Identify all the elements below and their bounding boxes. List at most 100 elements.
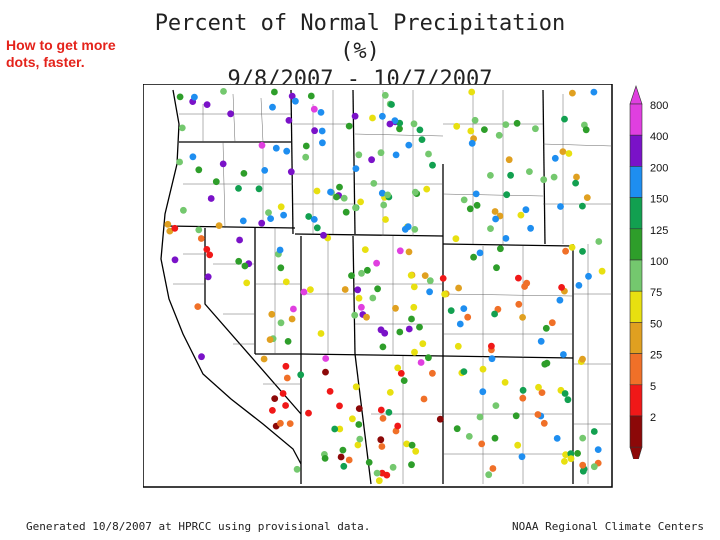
- station-dot: [471, 116, 479, 124]
- station-dot: [258, 141, 266, 149]
- legend-swatch-150: [629, 197, 643, 230]
- station-dot: [418, 136, 426, 143]
- station-dot: [503, 191, 511, 199]
- station-dot: [373, 469, 381, 477]
- station-dot: [400, 377, 408, 384]
- station-dot: [377, 406, 385, 414]
- station-dot: [352, 204, 359, 212]
- station-dot: [369, 294, 377, 302]
- map-borders: [160, 89, 574, 485]
- station-dot: [277, 264, 285, 272]
- station-dot: [319, 139, 326, 147]
- station-dot: [283, 147, 291, 155]
- station-dot: [189, 153, 197, 161]
- legend-swatch-400: [629, 134, 643, 167]
- footer-generated-note: Generated 10/8/2007 at HPRCC using provi…: [26, 520, 371, 533]
- station-dot: [574, 450, 581, 457]
- station-dot: [567, 455, 575, 463]
- station-dot: [522, 206, 530, 214]
- station-dot: [579, 248, 586, 255]
- station-dot: [472, 190, 480, 198]
- station-dot: [521, 283, 528, 290]
- station-dot: [166, 227, 174, 235]
- station-dot: [407, 271, 415, 279]
- legend-label-150: 150: [650, 194, 668, 206]
- station-dot: [491, 208, 499, 215]
- station-dot: [369, 114, 376, 122]
- station-dot: [562, 451, 569, 459]
- station-dot: [368, 156, 375, 164]
- station-dot: [282, 402, 289, 409]
- station-dot: [203, 246, 211, 253]
- station-dot: [386, 120, 394, 128]
- station-dot: [204, 273, 212, 281]
- station-dot: [391, 117, 399, 124]
- station-dot: [379, 415, 387, 422]
- station-dot: [416, 323, 423, 331]
- legend-label-400: 400: [650, 131, 668, 143]
- station-dot: [519, 394, 527, 402]
- station-dot: [307, 286, 314, 293]
- station-dot: [567, 450, 575, 458]
- station-dot: [579, 434, 587, 442]
- station-dot: [171, 256, 179, 264]
- station-dot: [519, 386, 527, 394]
- station-dot: [380, 201, 388, 209]
- station-dot: [297, 371, 305, 379]
- station-dot: [408, 461, 415, 469]
- legend-swatch-125: [629, 228, 643, 261]
- station-dot: [327, 188, 334, 196]
- station-dot: [540, 419, 548, 427]
- station-dot: [279, 390, 287, 397]
- station-dot: [379, 343, 387, 351]
- station-dot: [277, 203, 285, 211]
- station-dot: [411, 188, 419, 196]
- station-dot: [468, 139, 476, 147]
- station-dot: [310, 105, 318, 113]
- station-dot: [512, 412, 520, 420]
- station-dot: [203, 101, 211, 108]
- station-dot: [392, 151, 400, 159]
- station-dot: [348, 272, 355, 279]
- station-dot: [370, 180, 378, 187]
- station-dot: [336, 402, 343, 410]
- station-dot: [590, 428, 598, 435]
- county-borders: [173, 90, 613, 484]
- station-dot: [284, 338, 292, 345]
- station-dot: [551, 154, 559, 162]
- station-dot: [561, 390, 569, 397]
- station-dot: [515, 274, 522, 282]
- legend-swatch-100: [629, 259, 643, 292]
- station-dot: [352, 165, 360, 172]
- station-dot: [560, 351, 567, 358]
- station-dot: [377, 436, 385, 444]
- station-dot: [302, 153, 310, 161]
- station-dot: [429, 161, 436, 169]
- station-dot: [282, 362, 290, 370]
- station-dot: [556, 296, 564, 304]
- station-dot: [212, 178, 220, 186]
- station-dot: [388, 101, 395, 108]
- station-dot: [340, 194, 348, 202]
- station-dot: [354, 441, 362, 449]
- station-dot: [502, 235, 510, 242]
- station-dot: [258, 219, 266, 227]
- station-dot: [494, 305, 502, 313]
- station-dot: [579, 355, 586, 363]
- station-dot: [241, 262, 249, 270]
- station-dot: [476, 413, 484, 421]
- station-dot: [355, 405, 363, 412]
- station-dot: [465, 433, 473, 440]
- station-dot: [321, 455, 329, 462]
- station-dot: [403, 440, 411, 448]
- legend-label-2: 2: [650, 412, 656, 424]
- station-dot: [502, 121, 510, 128]
- station-dot: [235, 257, 243, 265]
- station-dot: [220, 88, 227, 95]
- station-dot: [550, 173, 558, 181]
- station-dot: [171, 224, 179, 232]
- station-dot: [507, 171, 514, 179]
- station-dot: [336, 183, 343, 191]
- station-dot: [396, 247, 404, 255]
- station-dot: [342, 208, 350, 216]
